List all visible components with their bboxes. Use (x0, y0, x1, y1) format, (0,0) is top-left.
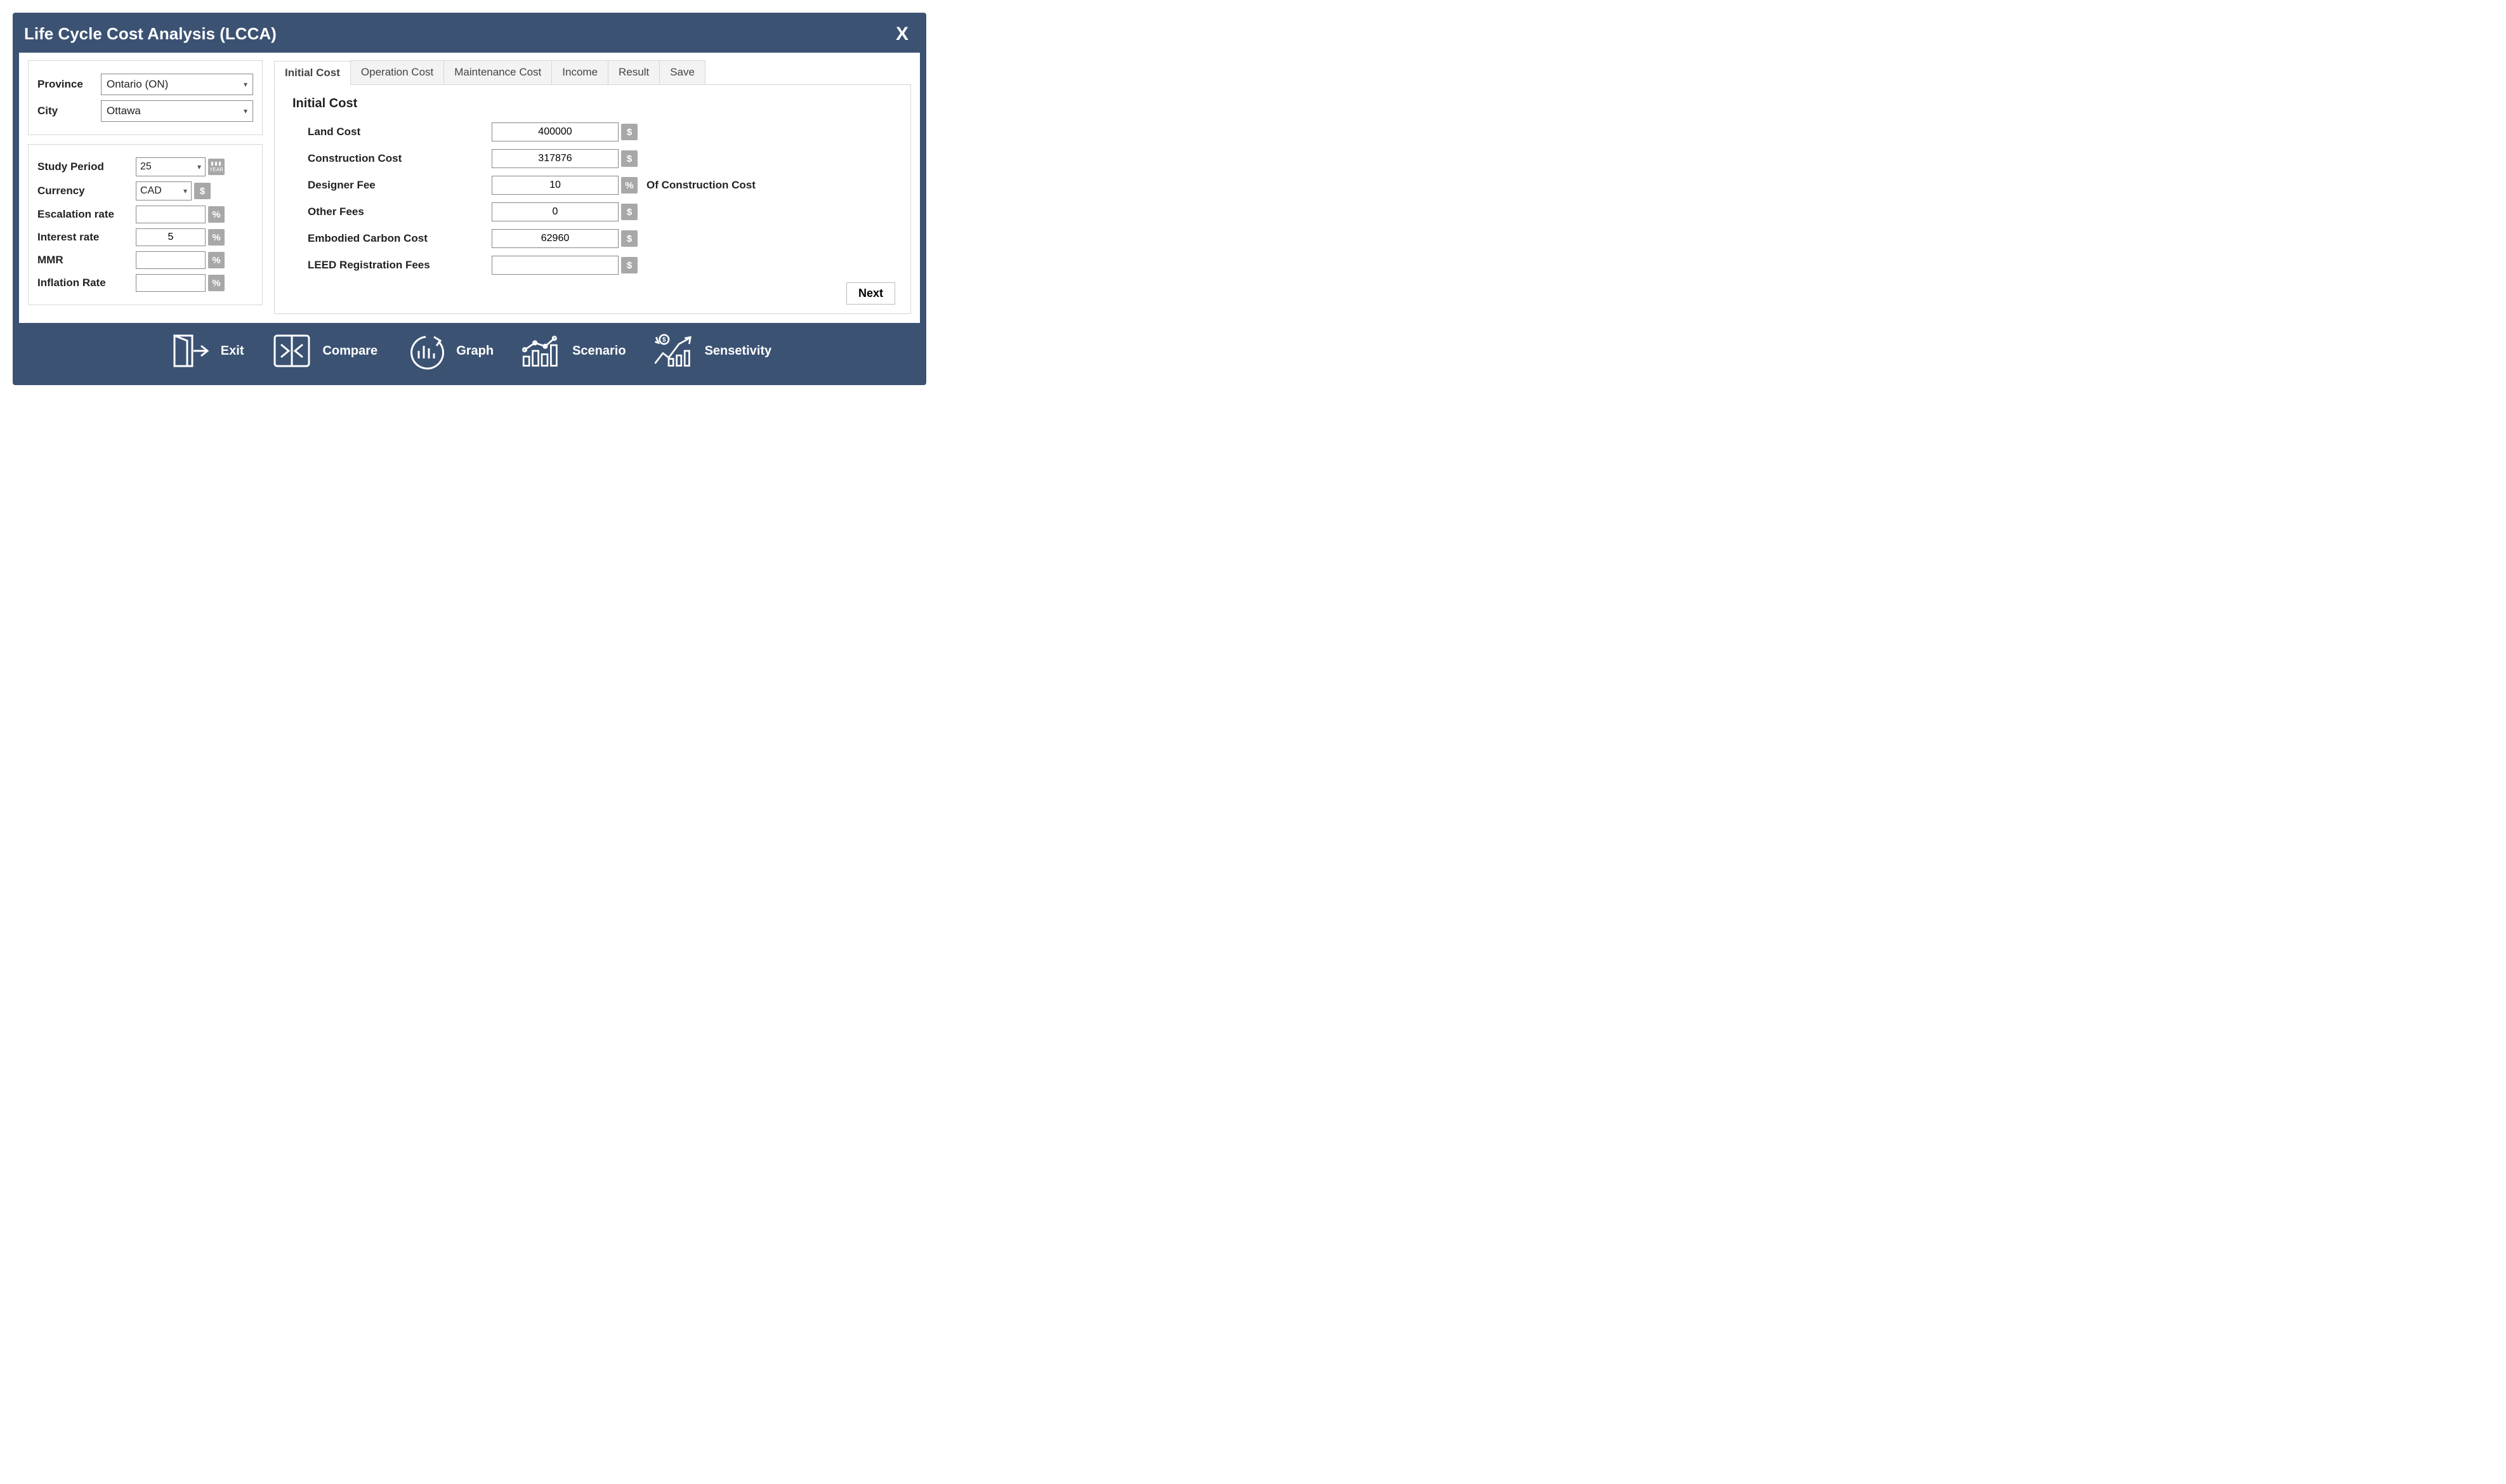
currency-select[interactable]: CAD ▾ (136, 181, 192, 200)
interest-label: Interest rate (37, 231, 136, 244)
row-land-cost: Land Cost $ (290, 122, 895, 141)
close-icon[interactable]: X (896, 25, 909, 44)
other-fees-input[interactable] (492, 202, 619, 221)
dollar-icon: $ (621, 257, 638, 273)
scenario-button[interactable]: Scenario (519, 332, 626, 370)
percent-icon: % (621, 177, 638, 194)
tab-income[interactable]: Income (551, 60, 608, 84)
dollar-icon: $ (621, 204, 638, 220)
section-heading: Initial Cost (292, 96, 895, 111)
exit-label: Exit (221, 344, 244, 358)
left-column: Province Ontario (ON) ▾ City Ottawa ▾ (28, 60, 263, 314)
window-body: Province Ontario (ON) ▾ City Ottawa ▾ (19, 53, 920, 314)
row-designer-fee: Designer Fee % Of Construction Cost (290, 176, 895, 195)
footer-toolbar: Exit Compare (19, 323, 920, 379)
tab-initial-cost[interactable]: Initial Cost (274, 61, 351, 85)
graph-icon (403, 332, 449, 370)
chevron-down-icon: ▾ (183, 187, 187, 195)
compare-button[interactable]: Compare (269, 332, 377, 370)
percent-icon: % (208, 252, 225, 268)
exit-icon (167, 332, 213, 370)
row-other-fees: Other Fees $ (290, 202, 895, 221)
construction-cost-label: Construction Cost (308, 152, 492, 165)
tab-maintenance-cost[interactable]: Maintenance Cost (443, 60, 552, 84)
compare-icon (269, 332, 315, 370)
window-title: Life Cycle Cost Analysis (LCCA) (24, 24, 896, 44)
escalation-label: Escalation rate (37, 208, 136, 221)
sensitivity-label: Sensetivity (705, 344, 772, 358)
designer-fee-input[interactable] (492, 176, 619, 195)
land-cost-label: Land Cost (308, 126, 492, 138)
svg-text:$: $ (662, 337, 666, 344)
escalation-input[interactable] (136, 206, 206, 223)
land-cost-input[interactable] (492, 122, 619, 141)
lcca-window: Life Cycle Cost Analysis (LCCA) X Provin… (13, 13, 926, 385)
next-button[interactable]: Next (846, 282, 895, 305)
dollar-icon: $ (621, 150, 638, 167)
scenario-icon (519, 332, 565, 370)
row-embodied-carbon: Embodied Carbon Cost $ (290, 229, 895, 248)
scenario-label: Scenario (572, 344, 626, 358)
tab-strip: Initial Cost Operation Cost Maintenance … (274, 60, 911, 85)
province-label: Province (37, 78, 101, 91)
dollar-icon: $ (621, 230, 638, 247)
parameters-panel: Study Period 25 ▾ YEAR Currency CAD ▾ (28, 144, 263, 305)
currency-label: Currency (37, 185, 136, 197)
titlebar: Life Cycle Cost Analysis (LCCA) X (19, 19, 920, 53)
exit-button[interactable]: Exit (167, 332, 244, 370)
chevron-down-icon: ▾ (244, 107, 247, 115)
tab-content-initial-cost: Initial Cost Land Cost $ Construction Co… (274, 85, 911, 314)
graph-button[interactable]: Graph (403, 332, 494, 370)
study-period-label: Study Period (37, 161, 136, 173)
chevron-down-icon: ▾ (244, 80, 247, 89)
embodied-carbon-label: Embodied Carbon Cost (308, 232, 492, 245)
other-fees-label: Other Fees (308, 206, 492, 218)
percent-icon: % (208, 275, 225, 291)
mmr-label: MMR (37, 254, 136, 266)
interest-input[interactable] (136, 228, 206, 246)
inflation-input[interactable] (136, 274, 206, 292)
chevron-down-icon: ▾ (197, 162, 201, 171)
percent-icon: % (208, 229, 225, 246)
mmr-input[interactable] (136, 251, 206, 269)
currency-value: CAD (140, 185, 162, 197)
embodied-carbon-input[interactable] (492, 229, 619, 248)
dollar-icon: $ (194, 183, 211, 199)
leed-fees-input[interactable] (492, 256, 619, 275)
dollar-icon: $ (621, 124, 638, 140)
study-period-select[interactable]: 25 ▾ (136, 157, 206, 176)
graph-label: Graph (456, 344, 494, 358)
city-label: City (37, 105, 101, 117)
compare-label: Compare (322, 344, 377, 358)
percent-icon: % (208, 206, 225, 223)
construction-cost-input[interactable] (492, 149, 619, 168)
city-value: Ottawa (107, 105, 141, 117)
designer-fee-suffix: Of Construction Cost (646, 179, 756, 192)
designer-fee-label: Designer Fee (308, 179, 492, 192)
right-column: Initial Cost Operation Cost Maintenance … (274, 60, 911, 314)
tab-save[interactable]: Save (659, 60, 705, 84)
leed-fees-label: LEED Registration Fees (308, 259, 492, 272)
row-leed-fees: LEED Registration Fees $ (290, 256, 895, 275)
province-select[interactable]: Ontario (ON) ▾ (101, 74, 253, 95)
city-select[interactable]: Ottawa ▾ (101, 100, 253, 122)
study-period-value: 25 (140, 161, 152, 173)
tab-operation-cost[interactable]: Operation Cost (350, 60, 444, 84)
inflation-label: Inflation Rate (37, 277, 136, 289)
row-construction-cost: Construction Cost $ (290, 149, 895, 168)
location-panel: Province Ontario (ON) ▾ City Ottawa ▾ (28, 60, 263, 135)
tab-result[interactable]: Result (608, 60, 660, 84)
sensitivity-icon: $ (652, 332, 697, 370)
province-value: Ontario (ON) (107, 78, 168, 91)
sensitivity-button[interactable]: $ Sensetivity (652, 332, 772, 370)
calendar-year-icon: YEAR (208, 159, 225, 175)
